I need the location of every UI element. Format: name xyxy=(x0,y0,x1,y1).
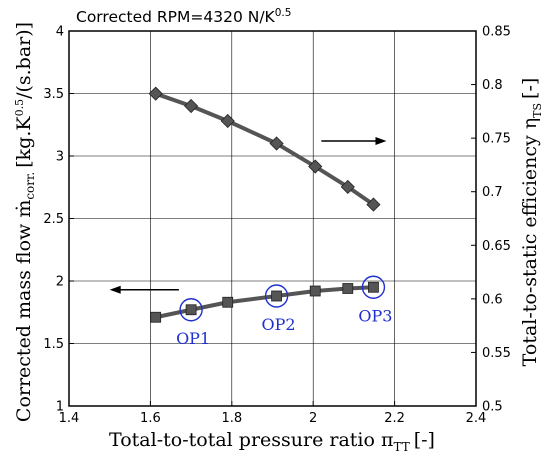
op-label: OP3 xyxy=(358,306,392,325)
op-marker-circle xyxy=(361,275,386,299)
x-axis-label-subscript: TT xyxy=(393,440,409,454)
left-axis-label: Corrected mass flow ṁcorr. [kg.K0.5/(s.ba… xyxy=(13,22,37,422)
x-axis-label-unit: [-] xyxy=(414,429,435,451)
operating-point-annotations: OP1 OP2 OP3 xyxy=(176,275,392,348)
y-left-tick-label: 3 xyxy=(56,150,64,165)
y-right-tick-label: 0.6 xyxy=(482,292,503,307)
mass-flow-point xyxy=(150,311,162,323)
right-axis-label-text: Total-to-static efficiency η xyxy=(519,118,541,367)
mass-flow-point xyxy=(185,304,197,316)
y-left-tick-label: 2.5 xyxy=(43,212,64,227)
left-axis-label-unit: [kg.K xyxy=(13,116,35,168)
op-label: OP2 xyxy=(262,315,296,334)
efficiency-point xyxy=(148,86,163,101)
grid xyxy=(68,30,477,407)
right-axis-label-subscript: TS xyxy=(531,103,544,118)
y-right-tick-label: 0.85 xyxy=(482,25,511,40)
efficiency-point xyxy=(366,197,381,212)
y-right-tick-label: 0.7 xyxy=(482,185,503,200)
y-right-tick-label: 0.5 xyxy=(482,400,503,415)
y-left-tick-label: 3.5 xyxy=(43,87,64,102)
op-marker-circle xyxy=(179,298,203,322)
op-marker-circle xyxy=(264,284,289,308)
mass-flow-point xyxy=(271,290,282,302)
chart-title: Corrected RPM=4320 N/K0.5 xyxy=(76,7,291,26)
x-tick-label: 1.4 xyxy=(59,411,80,426)
series xyxy=(148,86,381,323)
left-axis-label-unit-denominator: /(s.bar) xyxy=(13,29,35,99)
efficiency-point xyxy=(184,98,199,114)
left-axis-label-unit-close: ] xyxy=(13,22,35,29)
efficiency-point xyxy=(220,113,235,129)
x-tick-label: 2.2 xyxy=(384,411,405,426)
arrow-head-left xyxy=(109,285,121,294)
mass-flow-point xyxy=(222,296,234,308)
y-right-tick-label: 0.75 xyxy=(482,132,511,147)
chart-title-exponent: 0.5 xyxy=(275,7,292,19)
left-axis-label-subscript: corr. xyxy=(23,172,37,200)
y-right-tick-label: 0.65 xyxy=(482,239,511,254)
y-right-tick-label: 0.8 xyxy=(482,78,503,93)
mass-flow-point xyxy=(309,285,321,297)
right-axis-label: Total-to-static efficiency ηTS [-] xyxy=(519,78,544,367)
left-axis-label-unit-exponent: 0.5 xyxy=(13,99,26,117)
y-left-tick-label: 1 xyxy=(56,400,64,415)
x-tick-label: 2.4 xyxy=(466,411,487,426)
efficiency-point xyxy=(269,136,284,151)
x-axis-label: Total-to-total pressure ratio πTT [-] xyxy=(109,429,435,454)
chart-title-text: Corrected RPM=4320 N/K xyxy=(76,8,276,26)
mass-flow-point xyxy=(368,281,379,293)
x-tick-label: 1.8 xyxy=(221,411,242,426)
efficiency-point xyxy=(340,179,355,194)
y-left-tick-label: 1.5 xyxy=(43,337,64,352)
op-label: OP1 xyxy=(176,329,210,348)
arrow-head-right xyxy=(375,137,387,145)
x-axis-label-text: Total-to-total pressure ratio π xyxy=(109,429,393,451)
y-left-tick-label: 4 xyxy=(56,25,64,40)
mass-flow-point xyxy=(342,283,354,294)
y-right-tick-label: 0.55 xyxy=(482,346,511,361)
left-axis-label-text: Corrected mass flow ṁ xyxy=(13,200,35,422)
direction-arrows xyxy=(109,137,387,294)
ticks: 1.4 1.6 1.8 2 2.2 2.4 1 1.5 2 2.5 3 3.5 4 0.5 0.55 0.6 0… xyxy=(43,25,511,427)
x-tick-label: 1.6 xyxy=(140,411,161,426)
right-axis-label-unit: [-] xyxy=(519,78,541,99)
x-tick-label: 2 xyxy=(309,411,317,426)
efficiency-point xyxy=(308,159,323,174)
y-left-tick-label: 2 xyxy=(56,275,64,290)
